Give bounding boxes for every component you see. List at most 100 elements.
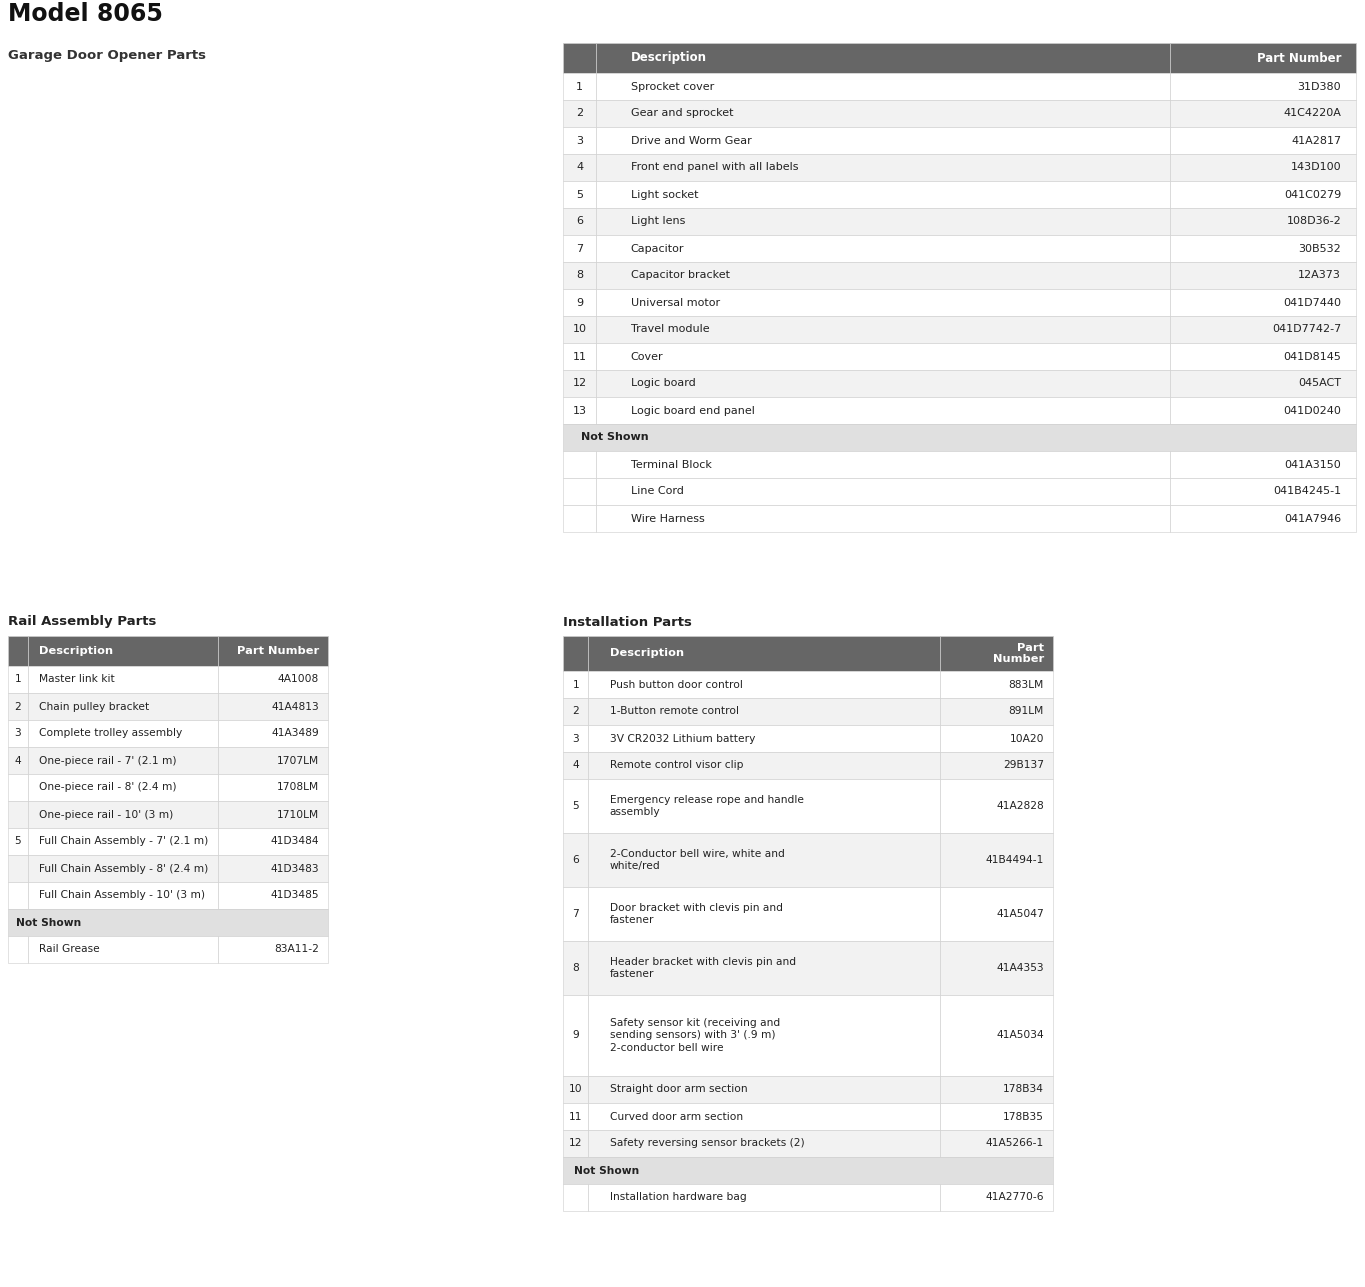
Text: Complete trolley assembly: Complete trolley assembly bbox=[40, 728, 183, 739]
Text: Light socket: Light socket bbox=[631, 189, 699, 199]
Text: Straight door arm section: Straight door arm section bbox=[610, 1085, 747, 1094]
Text: Cover: Cover bbox=[631, 351, 663, 362]
Text: 41A3489: 41A3489 bbox=[272, 728, 319, 739]
Text: 41D3483: 41D3483 bbox=[270, 864, 319, 874]
Text: Full Chain Assembly - 8' (2.4 m): Full Chain Assembly - 8' (2.4 m) bbox=[40, 864, 209, 874]
Text: Safety reversing sensor brackets (2): Safety reversing sensor brackets (2) bbox=[610, 1139, 804, 1148]
Text: 41D3485: 41D3485 bbox=[270, 891, 319, 901]
Text: Capacitor bracket: Capacitor bracket bbox=[631, 270, 730, 281]
Text: 7: 7 bbox=[576, 243, 583, 254]
Text: Header bracket with clevis pin and
fastener: Header bracket with clevis pin and faste… bbox=[610, 956, 796, 979]
Text: 1-Button remote control: 1-Button remote control bbox=[610, 707, 738, 717]
Text: 5: 5 bbox=[15, 837, 22, 847]
Text: 41A4353: 41A4353 bbox=[996, 963, 1044, 973]
Text: 41D3484: 41D3484 bbox=[270, 837, 319, 847]
Text: 30B532: 30B532 bbox=[1298, 243, 1342, 254]
Text: 1708LM: 1708LM bbox=[277, 782, 319, 793]
Text: Description: Description bbox=[610, 649, 684, 659]
Text: Description: Description bbox=[631, 51, 707, 64]
Text: 045ACT: 045ACT bbox=[1298, 378, 1342, 389]
Text: Safety sensor kit (receiving and
sending sensors) with 3' (.9 m)
2-conductor bel: Safety sensor kit (receiving and sending… bbox=[610, 1018, 779, 1053]
Text: 891LM: 891LM bbox=[1009, 707, 1044, 717]
Text: 41A2828: 41A2828 bbox=[996, 801, 1044, 811]
Text: 83A11-2: 83A11-2 bbox=[274, 945, 319, 955]
Text: Description: Description bbox=[40, 646, 113, 656]
Text: 3: 3 bbox=[572, 734, 579, 744]
Text: 10: 10 bbox=[569, 1085, 583, 1094]
Text: 5: 5 bbox=[572, 801, 579, 811]
Text: 12: 12 bbox=[569, 1139, 583, 1148]
Text: Push button door control: Push button door control bbox=[610, 680, 743, 690]
Text: 178B35: 178B35 bbox=[1003, 1112, 1044, 1121]
Text: 41A2770-6: 41A2770-6 bbox=[986, 1193, 1044, 1202]
Text: 4: 4 bbox=[15, 755, 22, 766]
Text: Not Shown: Not Shown bbox=[575, 1166, 640, 1175]
Text: 041A7946: 041A7946 bbox=[1284, 514, 1342, 524]
Text: One-piece rail - 10' (3 m): One-piece rail - 10' (3 m) bbox=[40, 810, 173, 820]
Text: Universal motor: Universal motor bbox=[631, 297, 719, 308]
Text: 1: 1 bbox=[576, 81, 583, 91]
Text: 12A373: 12A373 bbox=[1298, 270, 1342, 281]
Text: 2: 2 bbox=[15, 701, 22, 712]
Text: 041D7440: 041D7440 bbox=[1283, 297, 1342, 308]
Text: 7: 7 bbox=[572, 909, 579, 919]
Text: 41A2817: 41A2817 bbox=[1291, 135, 1342, 145]
Text: Wire Harness: Wire Harness bbox=[631, 514, 704, 524]
Text: Light lens: Light lens bbox=[631, 216, 685, 227]
Text: 6: 6 bbox=[572, 855, 579, 865]
Text: Master link kit: Master link kit bbox=[40, 674, 115, 685]
Text: Sprocket cover: Sprocket cover bbox=[631, 81, 714, 91]
Text: Part Number: Part Number bbox=[238, 646, 319, 656]
Text: 3V CR2032 Lithium battery: 3V CR2032 Lithium battery bbox=[610, 734, 755, 744]
Text: 2: 2 bbox=[572, 707, 579, 717]
Text: 3: 3 bbox=[576, 135, 583, 145]
Text: 041A3150: 041A3150 bbox=[1284, 459, 1342, 470]
Text: Not Shown: Not Shown bbox=[581, 432, 648, 443]
Text: Chain pulley bracket: Chain pulley bracket bbox=[40, 701, 150, 712]
Text: 9: 9 bbox=[576, 297, 583, 308]
Text: 4A1008: 4A1008 bbox=[278, 674, 319, 685]
Text: 12: 12 bbox=[572, 378, 587, 389]
Text: Capacitor: Capacitor bbox=[631, 243, 684, 254]
Text: 041B4245-1: 041B4245-1 bbox=[1274, 486, 1342, 497]
Text: 041D0240: 041D0240 bbox=[1283, 405, 1342, 416]
Text: 041D8145: 041D8145 bbox=[1283, 351, 1342, 362]
Text: 41A5047: 41A5047 bbox=[996, 909, 1044, 919]
Text: Full Chain Assembly - 7' (2.1 m): Full Chain Assembly - 7' (2.1 m) bbox=[40, 837, 209, 847]
Text: 5: 5 bbox=[576, 189, 583, 199]
Text: Not Shown: Not Shown bbox=[15, 918, 81, 928]
Text: One-piece rail - 7' (2.1 m): One-piece rail - 7' (2.1 m) bbox=[40, 755, 176, 766]
Text: 2-Conductor bell wire, white and
white/red: 2-Conductor bell wire, white and white/r… bbox=[610, 849, 785, 871]
Text: Rail Grease: Rail Grease bbox=[40, 945, 100, 955]
Text: 10: 10 bbox=[573, 324, 587, 335]
Text: Drive and Worm Gear: Drive and Worm Gear bbox=[631, 135, 752, 145]
Text: 1: 1 bbox=[15, 674, 22, 685]
Text: Installation hardware bag: Installation hardware bag bbox=[610, 1193, 747, 1202]
Text: Garage Door Opener Parts: Garage Door Opener Parts bbox=[8, 49, 206, 62]
Text: 041C0279: 041C0279 bbox=[1284, 189, 1342, 199]
Text: Model 8065: Model 8065 bbox=[8, 3, 162, 26]
Text: 13: 13 bbox=[573, 405, 587, 416]
Text: Logic board: Logic board bbox=[631, 378, 696, 389]
Text: Part
Number: Part Number bbox=[992, 642, 1044, 664]
Text: Front end panel with all labels: Front end panel with all labels bbox=[631, 162, 799, 172]
Text: 108D36-2: 108D36-2 bbox=[1286, 216, 1342, 227]
Text: Emergency release rope and handle
assembly: Emergency release rope and handle assemb… bbox=[610, 795, 804, 817]
Text: 178B34: 178B34 bbox=[1003, 1085, 1044, 1094]
Text: 4: 4 bbox=[572, 761, 579, 771]
Text: Line Cord: Line Cord bbox=[631, 486, 684, 497]
Text: 11: 11 bbox=[573, 351, 587, 362]
Text: Terminal Block: Terminal Block bbox=[631, 459, 711, 470]
Text: 31D380: 31D380 bbox=[1298, 81, 1342, 91]
Text: 41A5034: 41A5034 bbox=[996, 1031, 1044, 1040]
Text: 1707LM: 1707LM bbox=[277, 755, 319, 766]
Text: 8: 8 bbox=[572, 963, 579, 973]
Text: 9: 9 bbox=[572, 1031, 579, 1040]
Text: 11: 11 bbox=[569, 1112, 583, 1121]
Text: 883LM: 883LM bbox=[1009, 680, 1044, 690]
Text: 041D7742-7: 041D7742-7 bbox=[1272, 324, 1342, 335]
Text: Logic board end panel: Logic board end panel bbox=[631, 405, 755, 416]
Text: One-piece rail - 8' (2.4 m): One-piece rail - 8' (2.4 m) bbox=[40, 782, 176, 793]
Text: Full Chain Assembly - 10' (3 m): Full Chain Assembly - 10' (3 m) bbox=[40, 891, 205, 901]
Text: 41C4220A: 41C4220A bbox=[1283, 108, 1342, 118]
